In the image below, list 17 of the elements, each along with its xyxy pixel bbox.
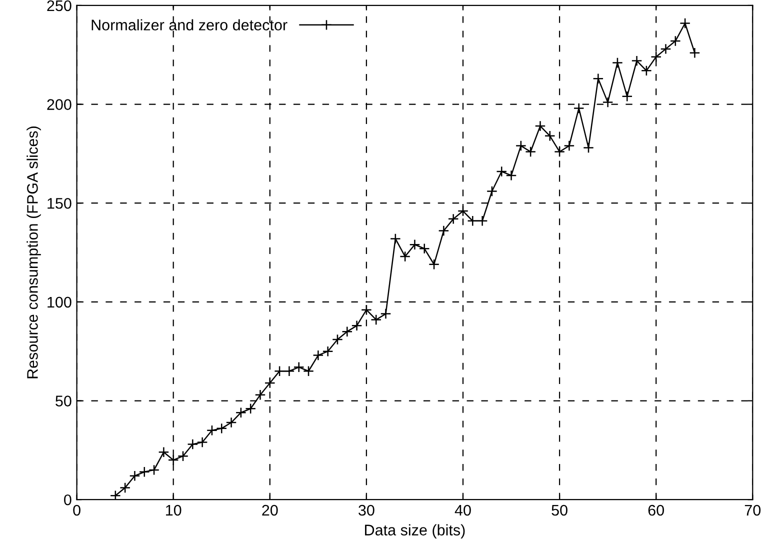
x-tick-label: 50 bbox=[552, 504, 568, 516]
x-tick-label: 20 bbox=[262, 504, 278, 516]
y-tick-label: 50 bbox=[56, 396, 72, 406]
y-tick-label: 100 bbox=[48, 296, 72, 308]
y-tick-label: 150 bbox=[48, 198, 72, 209]
x-axis-title: Data size (bits) bbox=[365, 524, 465, 538]
x-tick-label: 60 bbox=[648, 504, 664, 516]
x-tick-label: 10 bbox=[166, 504, 182, 516]
y-tick-label: 0 bbox=[64, 494, 72, 506]
y-tick-label: 250 bbox=[47, 0, 72, 12]
legend-label: Normalizer and zero detector bbox=[92, 19, 288, 30]
x-tick-label: 40 bbox=[454, 504, 471, 516]
x-tick-label: 70 bbox=[744, 504, 761, 516]
y-tick-label: 200 bbox=[47, 99, 72, 110]
x-tick-label: 0 bbox=[73, 504, 80, 516]
x-tick-label: 30 bbox=[358, 504, 374, 516]
y-axis-title: Resource consumption (FPGA slices) bbox=[26, 126, 41, 378]
